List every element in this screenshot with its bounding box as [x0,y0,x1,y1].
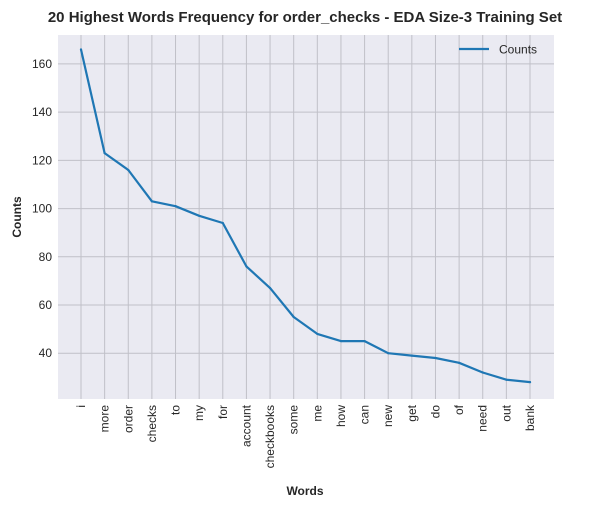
data-point [387,352,390,355]
y-tick-label: 100 [32,202,52,216]
data-point [316,332,319,336]
x-tick-label: get [405,404,419,421]
x-tick-label: to [169,405,183,415]
y-tick-label: 80 [39,250,53,264]
x-tick-label: i [74,405,88,408]
x-tick-label: some [287,405,301,435]
x-axis-label: Words [286,484,323,498]
x-tick-label: more [98,405,112,433]
x-tick-label: me [310,405,324,422]
data-point [221,221,224,225]
data-point [268,287,272,290]
data-point [198,214,201,217]
x-tick-label: out [499,404,513,421]
x-tick-label: bank [523,404,537,431]
legend-label: Counts [499,43,537,57]
data-point [150,200,153,203]
data-point [410,354,413,357]
x-tick-label: how [334,405,348,427]
y-axis: 40 60 80 100 120 140 160 [32,57,52,360]
chart-title: 20 Highest Words Frequency for order_che… [48,9,562,26]
data-point [292,315,295,319]
data-point [174,205,177,208]
data-point [481,371,484,374]
legend: Counts [459,43,537,57]
series-points [79,48,532,384]
data-point [363,340,366,343]
y-tick-label: 60 [39,298,53,312]
data-point [127,168,130,172]
data-point [434,356,437,360]
x-tick-label: checkbooks [263,405,277,468]
y-tick-label: 140 [32,105,52,119]
data-point [339,340,343,343]
x-tick-label: of [452,404,466,415]
data-point [458,361,461,364]
x-tick-label: need [476,405,490,432]
x-tick-label: do [428,405,442,419]
data-point [528,381,532,384]
x-tick-label: my [192,405,206,421]
x-tick-label: new [381,405,395,427]
y-tick-label: 120 [32,153,52,167]
grid-lines [58,35,554,399]
x-tick-label: can [358,405,372,424]
series-line-counts [79,48,532,384]
x-tick-label: account [239,404,253,447]
x-tick-label: for [216,405,230,419]
plot-area [58,35,554,399]
x-tick-label: checks [145,405,159,442]
data-point [505,378,508,381]
x-tick-label: order [121,405,135,433]
data-point [103,152,106,155]
x-axis: i more order checks to my for account checkbooks… [74,404,537,468]
data-point [79,48,83,51]
y-tick-label: 40 [39,346,53,360]
data-point [245,265,248,268]
y-axis-label: Counts [10,196,24,238]
y-tick-label: 160 [32,57,52,71]
